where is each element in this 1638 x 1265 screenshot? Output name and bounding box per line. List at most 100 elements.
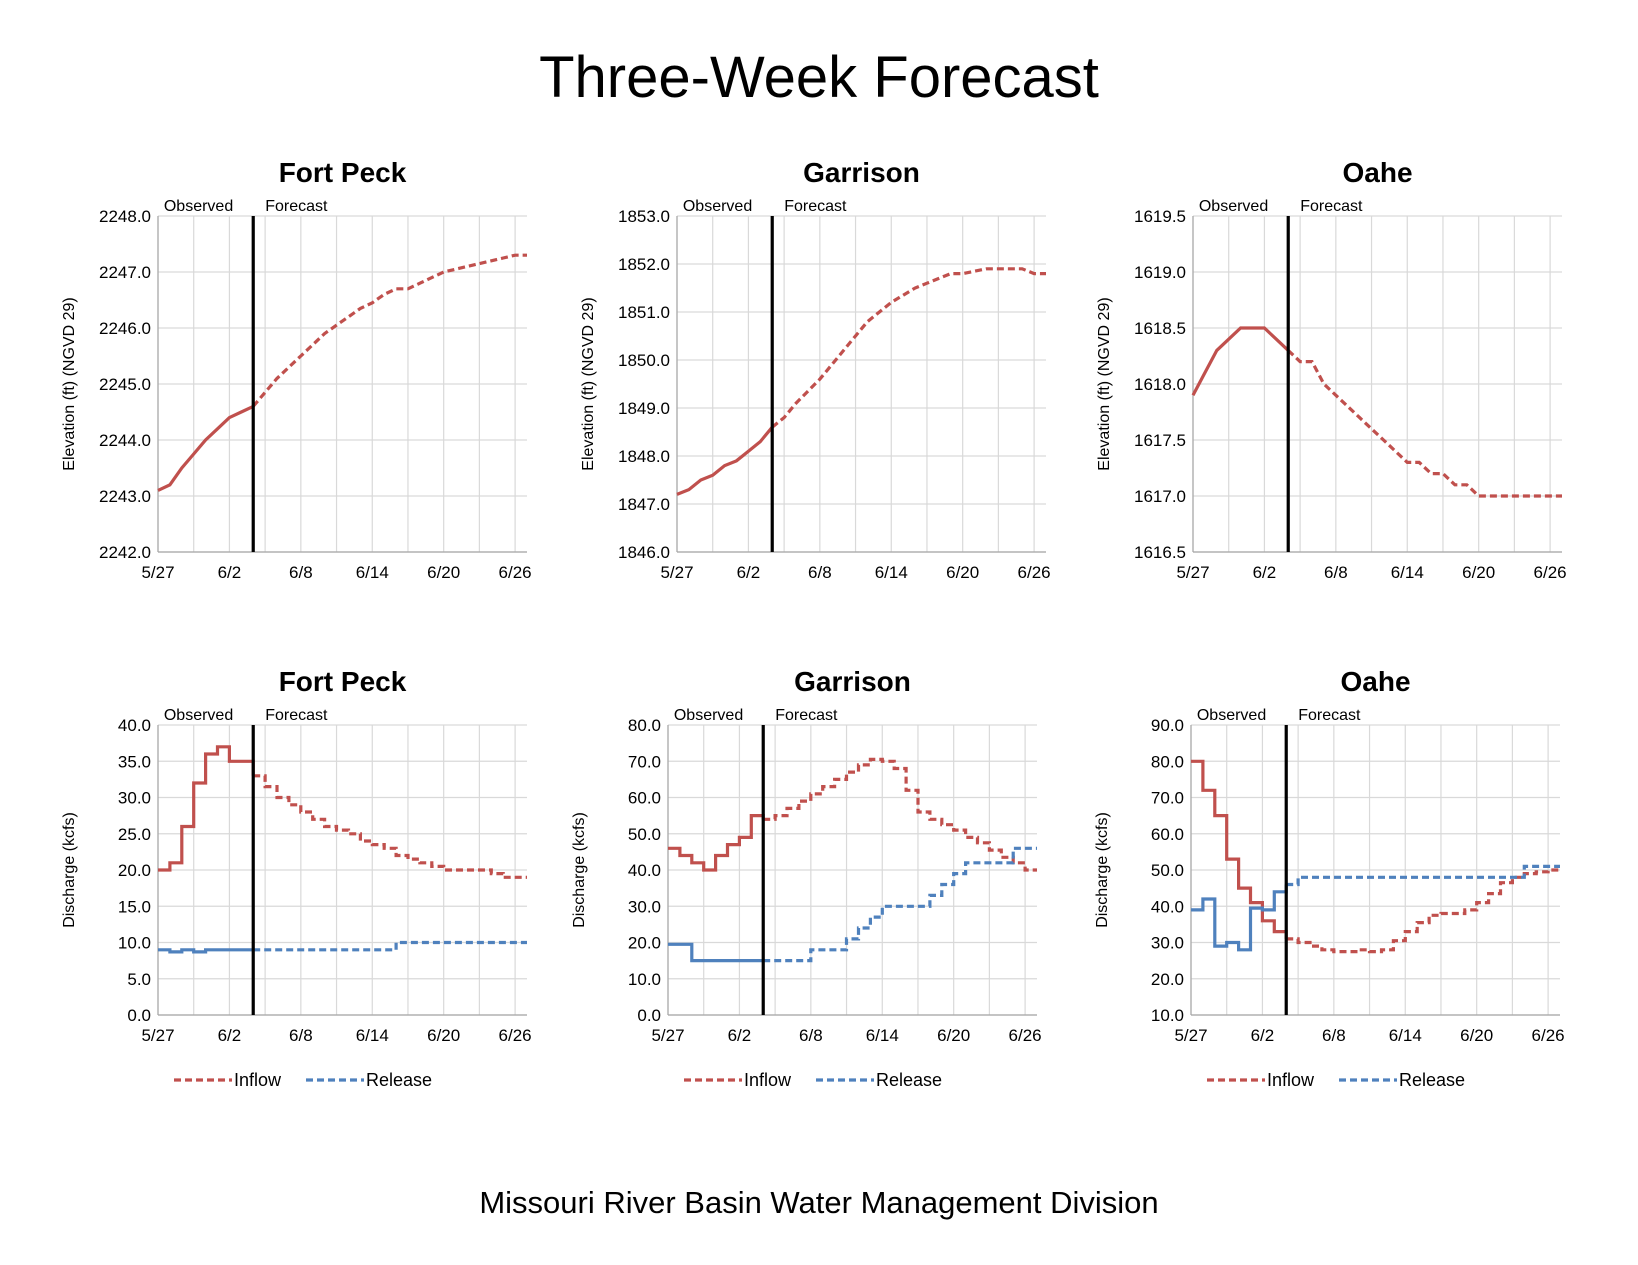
legend-label-inflow: Inflow: [744, 1070, 792, 1090]
x-tick-label: 6/8: [799, 1026, 823, 1045]
y-tick-label: 15.0: [118, 897, 151, 916]
x-tick-label: 6/8: [289, 563, 313, 582]
y-tick-label: 1853.0: [618, 207, 670, 226]
footer-agency: Missouri River Basin Water Management Di…: [479, 1185, 1159, 1220]
x-tick-label: 5/27: [651, 1026, 684, 1045]
y-tick-label: 70.0: [1151, 789, 1184, 808]
forecast-label: Forecast: [1300, 198, 1363, 215]
inflow-series-forecast: [253, 774, 527, 879]
y-tick-label: 2243.0: [99, 487, 151, 506]
x-tick-label: 6/8: [1322, 1026, 1346, 1045]
y-tick-label: 20.0: [628, 934, 661, 953]
release-series-forecast: [763, 846, 1037, 963]
y-axis-label: Elevation (ft) (NGVD 29): [61, 297, 78, 470]
y-tick-label: 40.0: [118, 716, 151, 735]
inflow-series-forecast: [1286, 868, 1560, 954]
forecast-label: Forecast: [775, 707, 838, 724]
x-tick-label: 6/14: [1391, 563, 1424, 582]
elevation-series-forecast: [771, 267, 1046, 429]
x-tick-label: 5/27: [1176, 563, 1209, 582]
y-tick-label: 2244.0: [99, 431, 151, 450]
x-tick-label: 6/8: [808, 563, 832, 582]
forecast-label: Forecast: [784, 198, 847, 215]
y-tick-label: 50.0: [1151, 861, 1184, 880]
x-tick-label: 6/26: [499, 1026, 532, 1045]
y-tick-label: 40.0: [1151, 897, 1184, 916]
chart-title: Fort Peck: [279, 666, 407, 697]
y-tick-label: 1619.5: [1134, 207, 1186, 226]
x-tick-label: 6/2: [218, 1026, 242, 1045]
y-tick-label: 1851.0: [618, 303, 670, 322]
y-tick-label: 40.0: [628, 861, 661, 880]
y-tick-label: 30.0: [1151, 934, 1184, 953]
y-tick-label: 50.0: [628, 825, 661, 844]
release-series-forecast: [1286, 864, 1560, 887]
y-tick-label: 80.0: [628, 716, 661, 735]
elevation-series-forecast: [251, 253, 527, 408]
y-tick-label: 1618.5: [1134, 319, 1186, 338]
y-axis-label: Discharge (kcfs): [61, 812, 78, 928]
y-tick-label: 60.0: [1151, 825, 1184, 844]
y-tick-label: 1852.0: [618, 255, 670, 274]
x-tick-label: 6/20: [937, 1026, 970, 1045]
x-tick-label: 6/26: [1018, 563, 1051, 582]
x-tick-label: 5/27: [141, 563, 174, 582]
y-tick-label: 20.0: [1151, 970, 1184, 989]
observed-label: Observed: [164, 707, 233, 724]
y-tick-label: 5.0: [127, 970, 151, 989]
y-tick-label: 30.0: [118, 789, 151, 808]
elevation-series-forecast: [1287, 349, 1562, 498]
y-tick-label: 1617.0: [1134, 487, 1186, 506]
x-tick-label: 6/2: [218, 563, 242, 582]
inflow-series-observed: [668, 814, 765, 872]
chart-2: 1846.0 1847.0 1848.0 1849.0 1850.0 1851.0 1852…: [580, 157, 1051, 582]
y-tick-label: 2245.0: [99, 375, 151, 394]
x-tick-label: 6/20: [427, 1026, 460, 1045]
y-tick-label: 0.0: [127, 1006, 151, 1025]
y-axis-label: Discharge (kcfs): [571, 812, 588, 928]
x-tick-label: 6/14: [356, 563, 389, 582]
elevation-series-observed: [676, 426, 774, 496]
release-series-forecast: [253, 940, 527, 952]
chart-5: 0.0 10.0 20.0 30.0 40.0 50.0 60.0 70.0 80.0 5/27 6…: [571, 666, 1042, 1090]
x-tick-label: 6/26: [1009, 1026, 1042, 1045]
x-tick-label: 6/8: [1324, 563, 1348, 582]
x-tick-label: 6/20: [1462, 563, 1495, 582]
x-tick-label: 6/14: [866, 1026, 899, 1045]
x-tick-label: 6/2: [737, 563, 761, 582]
observed-label: Observed: [674, 707, 743, 724]
chart-title: Fort Peck: [279, 157, 407, 188]
y-tick-label: 1847.0: [618, 495, 670, 514]
y-tick-label: 2242.0: [99, 543, 151, 562]
y-tick-label: 10.0: [628, 970, 661, 989]
release-series-observed: [158, 948, 254, 954]
forecast-label: Forecast: [265, 707, 328, 724]
chart-title: Oahe: [1340, 666, 1410, 697]
y-tick-label: 1848.0: [618, 447, 670, 466]
x-tick-label: 6/20: [1460, 1026, 1493, 1045]
forecast-label: Forecast: [265, 198, 328, 215]
x-tick-label: 6/8: [289, 1026, 313, 1045]
inflow-series-forecast: [763, 757, 1037, 872]
chart-title: Oahe: [1342, 157, 1412, 188]
chart-6: 10.0 20.0 30.0 40.0 50.0 60.0 70.0 80.0 90.0 5/27…: [1094, 666, 1565, 1090]
legend-label-inflow: Inflow: [234, 1070, 282, 1090]
y-tick-label: 1616.5: [1134, 543, 1186, 562]
chart-1: 2242.0 2243.0 2244.0 2245.0 2246.0 2247.0 2248…: [61, 157, 532, 582]
x-tick-label: 6/20: [946, 563, 979, 582]
y-tick-label: 0.0: [637, 1006, 661, 1025]
y-tick-label: 1619.0: [1134, 263, 1186, 282]
y-tick-label: 10.0: [118, 934, 151, 953]
x-tick-label: 6/20: [427, 563, 460, 582]
x-tick-label: 6/26: [1532, 1026, 1565, 1045]
y-tick-label: 35.0: [118, 752, 151, 771]
legend-label-release: Release: [1399, 1070, 1465, 1090]
y-tick-label: 20.0: [118, 861, 151, 880]
x-tick-label: 6/26: [1534, 563, 1567, 582]
observed-label: Observed: [164, 198, 233, 215]
x-tick-label: 5/27: [660, 563, 693, 582]
y-tick-label: 1617.5: [1134, 431, 1186, 450]
y-tick-label: 1850.0: [618, 351, 670, 370]
y-tick-label: 2248.0: [99, 207, 151, 226]
